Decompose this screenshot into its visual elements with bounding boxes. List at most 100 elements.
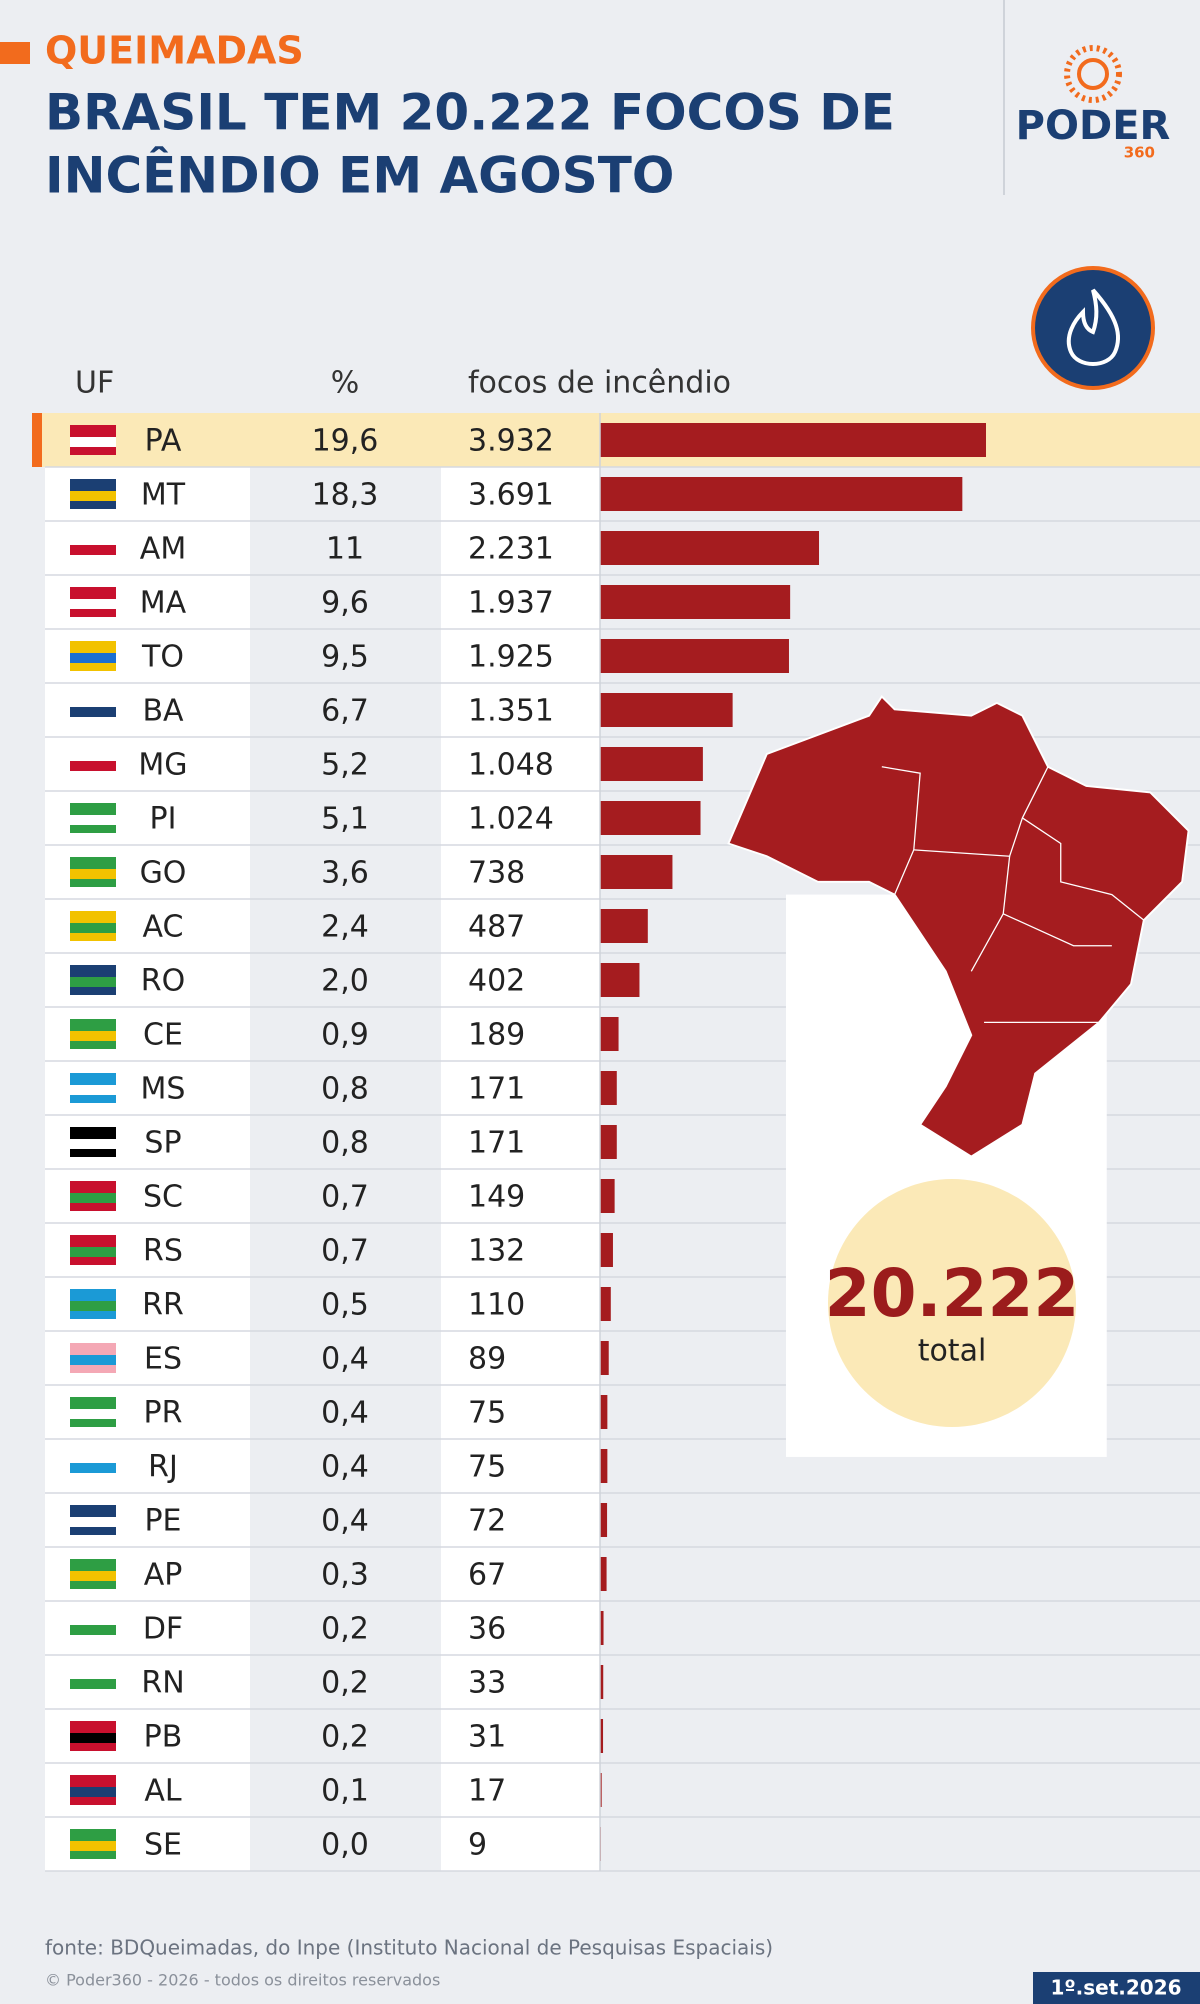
- flag: [70, 1463, 116, 1473]
- highlight-marker: [32, 413, 42, 467]
- percent-label: 2,0: [321, 964, 369, 999]
- percent-label: 0,5: [321, 1288, 369, 1323]
- column-strip: [441, 413, 600, 1871]
- percent-label: 9,5: [321, 640, 369, 675]
- kicker: QUEIMADAS: [45, 29, 304, 73]
- flag: [70, 1247, 116, 1257]
- uf-label: BA: [142, 694, 184, 729]
- uf-label: RJ: [148, 1450, 178, 1485]
- percent-label: 3,6: [321, 856, 369, 891]
- value-label: 3.691: [468, 478, 554, 513]
- title-line: INCÊNDIO EM AGOSTO: [45, 146, 674, 205]
- value-label: 36: [468, 1612, 506, 1647]
- uf-label: RO: [141, 964, 185, 999]
- value-label: 171: [468, 1126, 525, 1161]
- value-label: 132: [468, 1234, 525, 1269]
- uf-label: GO: [140, 856, 187, 891]
- column-header: focos de incêndio: [468, 366, 731, 401]
- flag: [70, 545, 116, 555]
- value-label: 189: [468, 1018, 525, 1053]
- bar: [600, 1341, 609, 1375]
- uf-label: PR: [144, 1396, 183, 1431]
- flag: [70, 977, 116, 987]
- total-caption: total: [918, 1334, 987, 1369]
- percent-label: 0,4: [321, 1342, 369, 1377]
- bar: [600, 1287, 611, 1321]
- flag: [70, 1355, 116, 1365]
- bar: [600, 1449, 608, 1483]
- value-label: 402: [468, 964, 525, 999]
- bar: [600, 1503, 608, 1537]
- logo: PODER: [1016, 103, 1171, 149]
- bar: [600, 531, 820, 565]
- uf-label: MS: [141, 1072, 186, 1107]
- value-label: 75: [468, 1450, 506, 1485]
- uf-label: ES: [144, 1342, 182, 1377]
- percent-label: 6,7: [321, 694, 369, 729]
- value-label: 1.048: [468, 748, 554, 783]
- column-header: UF: [75, 366, 114, 401]
- bar: [600, 855, 673, 889]
- percent-label: 0,4: [321, 1396, 369, 1431]
- percent-label: 2,4: [321, 910, 369, 945]
- bar: [600, 1125, 617, 1159]
- value-label: 33: [468, 1666, 506, 1701]
- percent-label: 0,9: [321, 1018, 369, 1053]
- flag: [70, 1193, 116, 1203]
- bar: [600, 1179, 615, 1213]
- percent-label: 0,2: [321, 1720, 369, 1755]
- date: 1º.set.2026: [1050, 1976, 1181, 2000]
- flag: [70, 1139, 116, 1149]
- bar: [600, 1665, 604, 1699]
- flag: [70, 491, 116, 501]
- uf-label: CE: [143, 1018, 183, 1053]
- flag: [70, 707, 116, 717]
- percent-label: 0,7: [321, 1234, 369, 1269]
- flag: [70, 761, 116, 771]
- bar: [600, 1395, 608, 1429]
- bar: [600, 1233, 613, 1267]
- flag: [70, 1409, 116, 1419]
- value-label: 31: [468, 1720, 506, 1755]
- percent-label: 0,4: [321, 1504, 369, 1539]
- percent-label: 0,8: [321, 1072, 369, 1107]
- total-value: 20.222: [825, 1255, 1080, 1332]
- bar: [600, 1773, 602, 1807]
- value-label: 149: [468, 1180, 525, 1215]
- uf-label: SE: [144, 1828, 182, 1863]
- value-label: 3.932: [468, 424, 554, 459]
- value-label: 89: [468, 1342, 506, 1377]
- flag: [70, 1841, 116, 1851]
- uf-label: PE: [144, 1504, 181, 1539]
- value-label: 487: [468, 910, 525, 945]
- bar: [600, 585, 791, 619]
- percent-label: 0,4: [321, 1450, 369, 1485]
- uf-label: AM: [140, 532, 186, 567]
- uf-label: SC: [143, 1180, 183, 1215]
- uf-label: AL: [144, 1774, 182, 1809]
- uf-label: SP: [144, 1126, 181, 1161]
- uf-label: AP: [144, 1558, 183, 1593]
- uf-label: PA: [145, 424, 182, 459]
- uf-label: RN: [141, 1666, 184, 1701]
- uf-label: PI: [150, 802, 177, 837]
- bar: [600, 963, 640, 997]
- title-line: BRASIL TEM 20.222 FOCOS DE: [45, 84, 895, 142]
- value-label: 9: [468, 1828, 487, 1863]
- copyright: © Poder360 - 2026 - todos os direitos re…: [45, 1971, 440, 1990]
- uf-label: RS: [143, 1234, 183, 1269]
- value-label: 1.937: [468, 586, 554, 621]
- flag: [70, 1787, 116, 1797]
- flag: [70, 1301, 116, 1311]
- total-circle: [828, 1179, 1076, 1427]
- flag: [70, 815, 116, 825]
- bar: [600, 909, 648, 943]
- flag: [70, 1517, 116, 1527]
- value-label: 1.024: [468, 802, 554, 837]
- percent-label: 18,3: [312, 478, 379, 513]
- flag: [70, 1085, 116, 1095]
- value-label: 1.925: [468, 640, 554, 675]
- uf-label: RR: [142, 1288, 184, 1323]
- flag: [70, 1571, 116, 1581]
